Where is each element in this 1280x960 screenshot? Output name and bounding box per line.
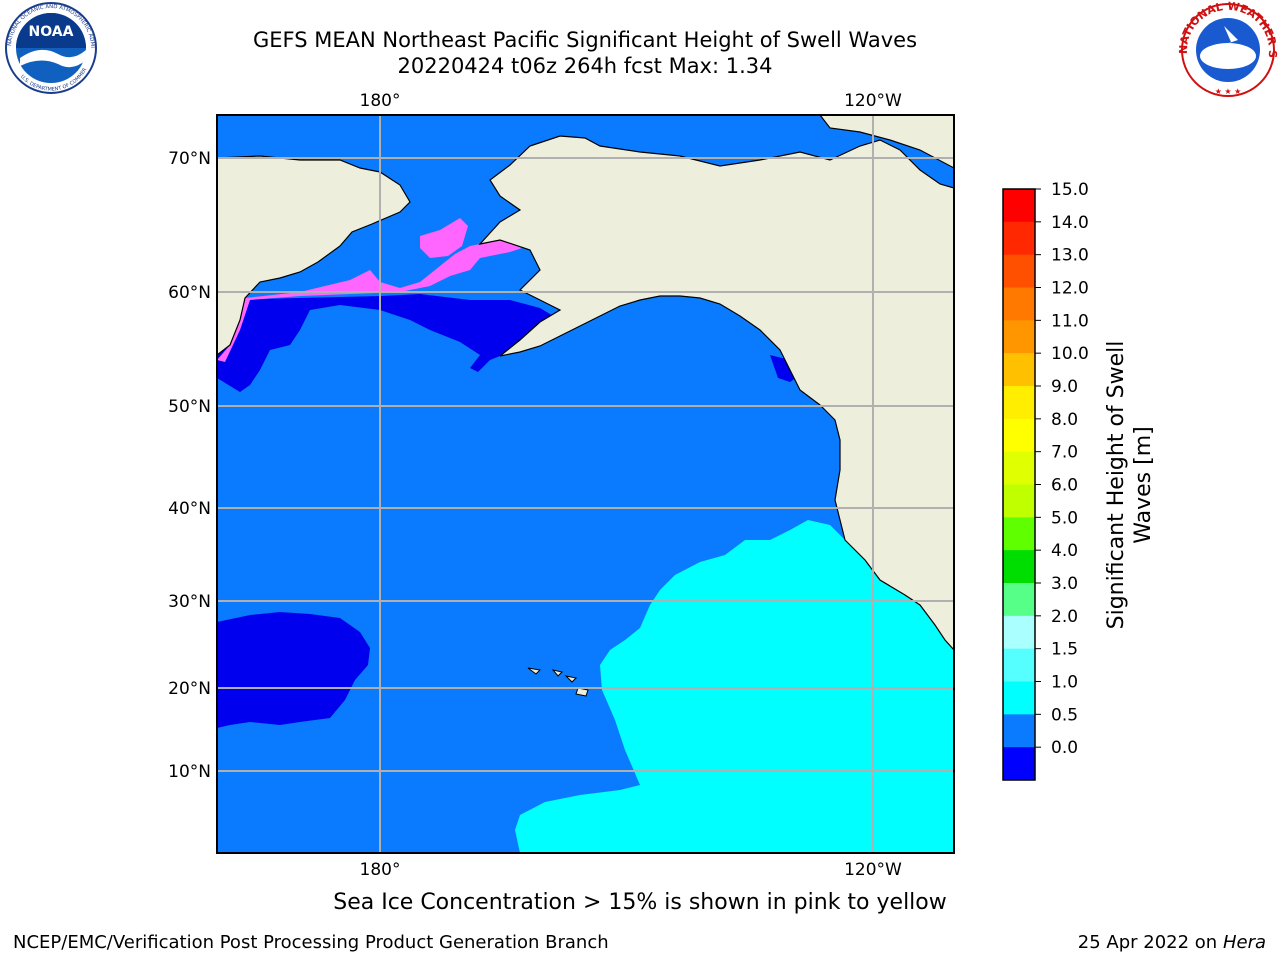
land-north-canada: [819, 115, 954, 169]
sea-ice-note: Sea Ice Concentration > 15% is shown in …: [333, 890, 947, 915]
colorbar-swatch: [1003, 484, 1035, 518]
colorbar-swatch: [1003, 747, 1035, 781]
colorbar-swatch: [1003, 287, 1035, 321]
credit-right: 25 Apr 2022 on Hera: [1078, 932, 1266, 953]
colorbar-tick-label: 9.0: [1051, 377, 1078, 397]
lat-label-70n: 70°N: [168, 149, 211, 169]
lat-label-60n: 60°N: [168, 283, 211, 303]
colorbar-swatch: [1003, 189, 1035, 223]
graticule: [217, 115, 954, 853]
lat-label-50n: 50°N: [168, 397, 211, 417]
colorbar-tick-label: 5.0: [1051, 508, 1078, 528]
colorbar-swatch: [1003, 221, 1035, 256]
lon-label-bottom-120w: 120°W: [844, 860, 902, 880]
colorbar-ticks: 15.0 14.0 13.0 12.0 11.0 10.0 9.0 8.0 7.0 6.0 5.0 4…: [1035, 180, 1089, 758]
colorbar-tick-label: 1.5: [1051, 640, 1078, 660]
colorbar-swatch: [1003, 386, 1035, 420]
lon-label-bottom-180: 180°: [360, 860, 401, 880]
colorbar-swatch: [1003, 517, 1035, 551]
svg-text:★ ★ ★: ★ ★ ★: [1215, 87, 1242, 96]
credit-left: NCEP/EMC/Verification Post Processing Pr…: [13, 932, 609, 953]
colorbar-tick-label: 13.0: [1051, 246, 1089, 266]
colorbar-tick-label: 1.0: [1051, 673, 1078, 693]
swell-region-0-to-0.5m-west: [217, 612, 370, 728]
colorbar-tick-label: 8.0: [1051, 410, 1078, 430]
lat-label-30n: 30°N: [168, 592, 211, 612]
colorbar-swatch: [1003, 451, 1035, 485]
colorbar-tick-label: 10.0: [1051, 344, 1089, 364]
credit-host: Hera: [1222, 932, 1266, 953]
noaa-logo: NOAA NATIONAL OCEANIC AND ATMOSPHERIC AD…: [0, 0, 97, 94]
sea-ice-inner: [420, 218, 468, 258]
colorbar-swatch: [1003, 254, 1035, 288]
colorbar-swatch: [1003, 681, 1035, 715]
lat-label-20n: 20°N: [168, 679, 211, 699]
swell-region-0-to-0.5m-north: [217, 294, 560, 392]
colorbar-tick-label: 0.0: [1051, 738, 1078, 758]
colorbar-tick-label: 12.0: [1051, 279, 1089, 299]
lon-label-top-120w: 120°W: [844, 91, 902, 111]
colorbar-tick-label: 3.0: [1051, 574, 1078, 594]
hawaii-islands: [527, 667, 589, 697]
noaa-logo-text: NOAA: [29, 24, 74, 40]
colorbar-swatch: [1003, 550, 1035, 584]
colorbar-tick-label: 4.0: [1051, 541, 1078, 561]
land-asia: [217, 115, 411, 356]
colorbar-swatch: [1003, 583, 1035, 617]
colorbar-swatch: [1003, 320, 1035, 354]
colorbar-swatch: [1003, 418, 1035, 453]
swell-region-1-to-1.5m: [515, 520, 954, 853]
colorbar-tick-label: 0.5: [1051, 705, 1078, 725]
map-subtitle: 20220424 t06z 264h fcst Max: 1.34: [397, 54, 773, 78]
nws-logo: NATIONAL WEATHER SERVICE ★ ★ ★: [1176, 0, 1279, 97]
lat-label-40n: 40°N: [168, 499, 211, 519]
colorbar-tick-label: 6.0: [1051, 476, 1078, 496]
colorbar-tick-label: 15.0: [1051, 180, 1089, 200]
colorbar-tick-label: 2.0: [1051, 607, 1078, 627]
credit-date: 25 Apr 2022 on: [1077, 932, 1223, 953]
colorbar-swatch: [1003, 648, 1035, 682]
colorbar-tick-label: 14.0: [1051, 213, 1089, 233]
lon-label-top-180: 180°: [360, 91, 401, 111]
colorbar-label-line1: Significant Height of Swell: [1104, 341, 1129, 630]
map-title: GEFS MEAN Northeast Pacific Significant …: [252, 28, 918, 52]
colorbar-swatch: [1003, 714, 1035, 748]
map-frame: [216, 114, 955, 854]
colorbar-swatch: [1003, 353, 1035, 387]
colorbar-label-line2: Waves [m]: [1131, 426, 1156, 543]
colorbar-tick-label: 11.0: [1051, 311, 1089, 331]
sea-ice-edge: [217, 236, 540, 362]
colorbar-tick-label: 7.0: [1051, 443, 1078, 463]
colorbar: [1002, 188, 1036, 781]
colorbar-swatch: [1003, 615, 1035, 650]
lat-label-10n: 10°N: [168, 762, 211, 782]
